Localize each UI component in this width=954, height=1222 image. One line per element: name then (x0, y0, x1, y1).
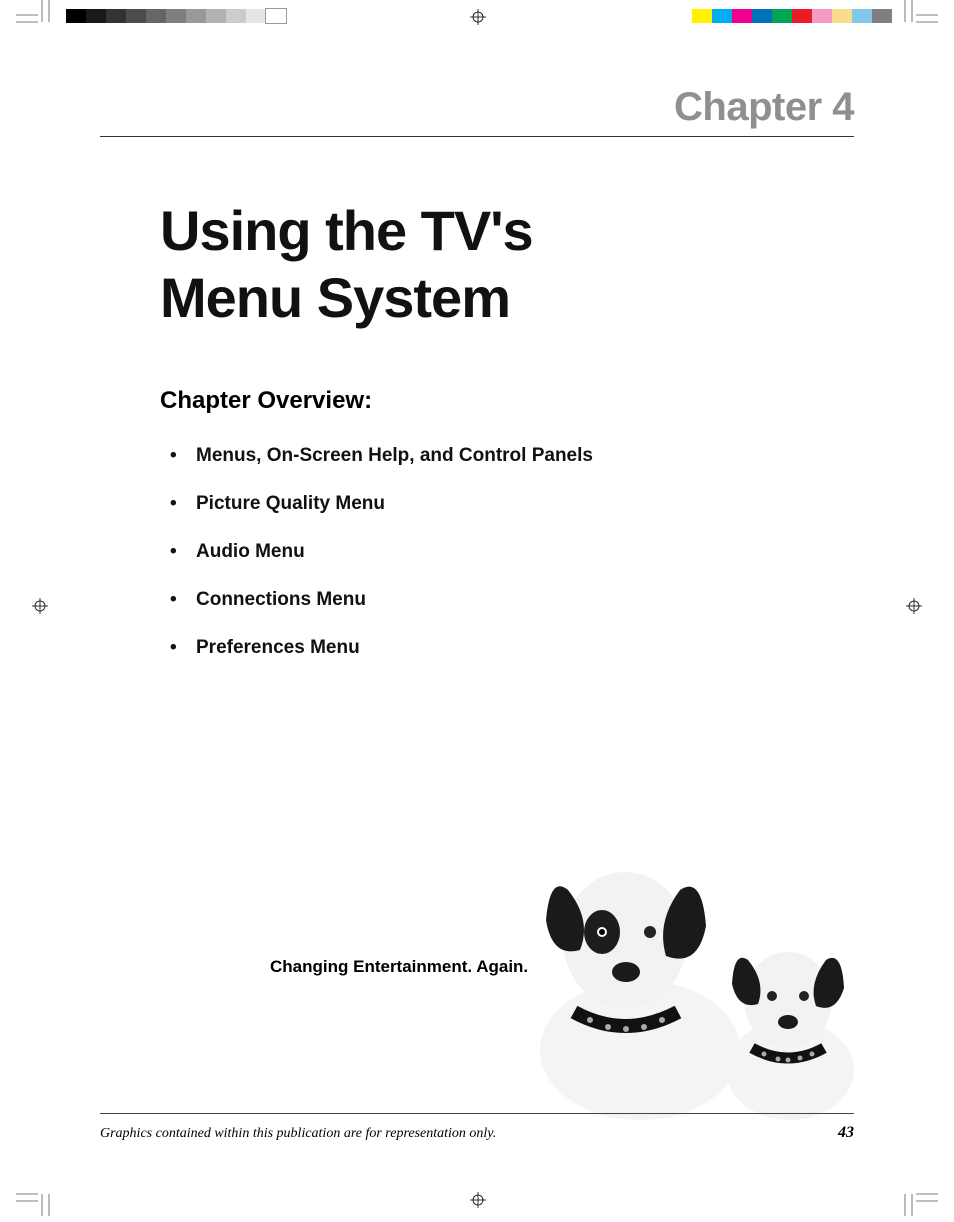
registration-mark-icon (906, 598, 922, 619)
document-page: Chapter 4 Using the TV's Menu System Cha… (100, 85, 854, 1142)
color-calibration-strip (692, 9, 892, 23)
crop-mark-icon (16, 0, 56, 30)
page-footer: Graphics contained within this publicati… (100, 1113, 854, 1142)
overview-item: Preferences Menu (170, 637, 854, 659)
dogs-image (490, 820, 860, 1120)
overview-item: Audio Menu (170, 541, 854, 563)
overview-item: Menus, On-Screen Help, and Control Panel… (170, 445, 854, 467)
chapter-title-line: Menu System (160, 266, 510, 329)
registration-mark-icon (32, 598, 48, 619)
registration-mark-icon (470, 1192, 486, 1213)
crop-mark-icon (16, 1186, 56, 1216)
chapter-title-line: Using the TV's (160, 199, 533, 262)
crop-mark-icon (898, 0, 938, 30)
overview-item: Connections Menu (170, 589, 854, 611)
registration-mark-icon (470, 9, 486, 30)
overview-heading: Chapter Overview: (160, 387, 854, 415)
crop-mark-icon (898, 1186, 938, 1216)
footer-disclaimer: Graphics contained within this publicati… (100, 1126, 496, 1142)
overview-list: Menus, On-Screen Help, and Control Panel… (170, 445, 854, 659)
chapter-label: Chapter 4 (100, 85, 854, 137)
overview-item: Picture Quality Menu (170, 493, 854, 515)
page-number: 43 (838, 1124, 854, 1142)
chapter-overview: Chapter Overview: Menus, On-Screen Help,… (160, 387, 854, 659)
chapter-title: Using the TV's Menu System (160, 197, 854, 331)
grayscale-calibration-strip (66, 9, 286, 23)
